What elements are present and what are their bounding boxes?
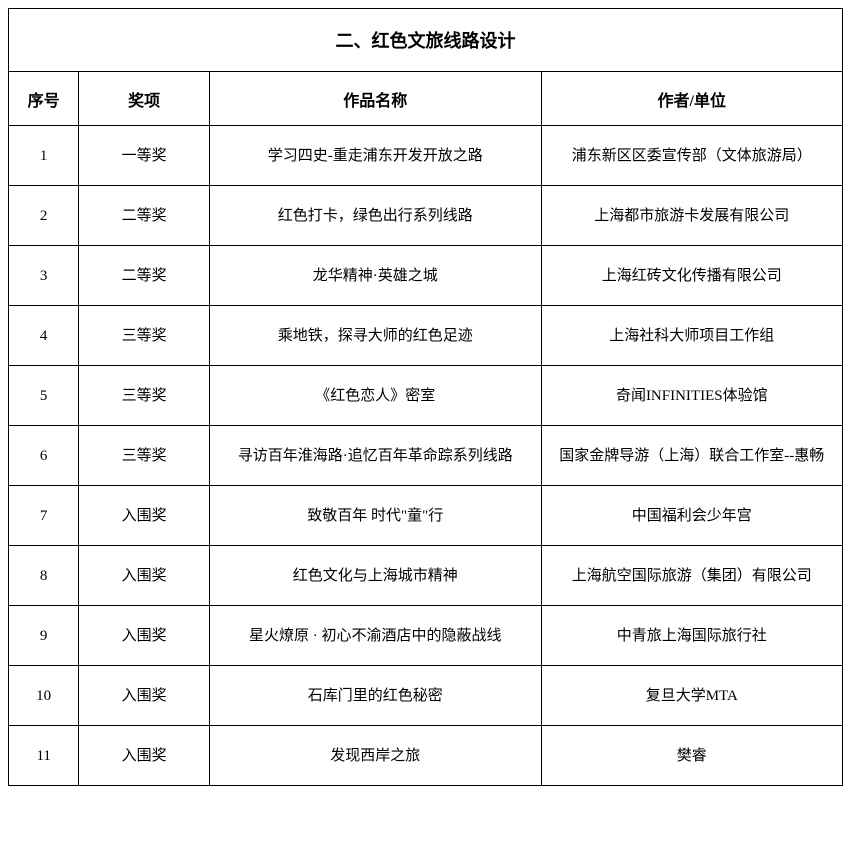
cell-author: 中青旅上海国际旅行社	[541, 606, 842, 666]
cell-award: 入围奖	[79, 666, 210, 726]
cell-author: 浦东新区区委宣传部（文体旅游局）	[541, 126, 842, 186]
cell-author: 中国福利会少年宫	[541, 486, 842, 546]
table-title: 二、红色文旅线路设计	[9, 9, 843, 72]
header-index: 序号	[9, 72, 79, 126]
cell-award: 二等奖	[79, 246, 210, 306]
cell-title: 龙华精神·英雄之城	[209, 246, 541, 306]
table-title-row: 二、红色文旅线路设计	[9, 9, 843, 72]
cell-author: 上海红砖文化传播有限公司	[541, 246, 842, 306]
cell-award: 二等奖	[79, 186, 210, 246]
cell-index: 9	[9, 606, 79, 666]
cell-index: 5	[9, 366, 79, 426]
table-row: 5三等奖《红色恋人》密室奇闻INFINITIES体验馆	[9, 366, 843, 426]
header-title: 作品名称	[209, 72, 541, 126]
cell-author: 复旦大学MTA	[541, 666, 842, 726]
cell-title: 发现西岸之旅	[209, 726, 541, 786]
cell-index: 10	[9, 666, 79, 726]
cell-award: 三等奖	[79, 426, 210, 486]
cell-author: 国家金牌导游（上海）联合工作室--惠畅	[541, 426, 842, 486]
cell-title: 星火燎原 · 初心不渝酒店中的隐蔽战线	[209, 606, 541, 666]
table-row: 7入围奖致敬百年 时代"童"行中国福利会少年宫	[9, 486, 843, 546]
cell-author: 上海航空国际旅游（集团）有限公司	[541, 546, 842, 606]
cell-title: 学习四史-重走浦东开发开放之路	[209, 126, 541, 186]
table-row: 6三等奖寻访百年淮海路·追忆百年革命踪系列线路国家金牌导游（上海）联合工作室--…	[9, 426, 843, 486]
cell-index: 4	[9, 306, 79, 366]
cell-title: 寻访百年淮海路·追忆百年革命踪系列线路	[209, 426, 541, 486]
cell-index: 1	[9, 126, 79, 186]
cell-award: 入围奖	[79, 606, 210, 666]
table-row: 10入围奖石库门里的红色秘密复旦大学MTA	[9, 666, 843, 726]
cell-title: 红色打卡，绿色出行系列线路	[209, 186, 541, 246]
header-author: 作者/单位	[541, 72, 842, 126]
cell-index: 8	[9, 546, 79, 606]
cell-award: 三等奖	[79, 306, 210, 366]
cell-title: 《红色恋人》密室	[209, 366, 541, 426]
award-table: 二、红色文旅线路设计 序号 奖项 作品名称 作者/单位 1一等奖学习四史-重走浦…	[8, 8, 843, 786]
cell-author: 上海都市旅游卡发展有限公司	[541, 186, 842, 246]
table-row: 3二等奖龙华精神·英雄之城上海红砖文化传播有限公司	[9, 246, 843, 306]
table-header-row: 序号 奖项 作品名称 作者/单位	[9, 72, 843, 126]
table-row: 8入围奖红色文化与上海城市精神上海航空国际旅游（集团）有限公司	[9, 546, 843, 606]
cell-title: 红色文化与上海城市精神	[209, 546, 541, 606]
cell-index: 2	[9, 186, 79, 246]
cell-author: 奇闻INFINITIES体验馆	[541, 366, 842, 426]
table-body: 1一等奖学习四史-重走浦东开发开放之路浦东新区区委宣传部（文体旅游局）2二等奖红…	[9, 126, 843, 786]
cell-award: 一等奖	[79, 126, 210, 186]
header-award: 奖项	[79, 72, 210, 126]
cell-award: 三等奖	[79, 366, 210, 426]
table-row: 2二等奖红色打卡，绿色出行系列线路上海都市旅游卡发展有限公司	[9, 186, 843, 246]
cell-index: 7	[9, 486, 79, 546]
cell-title: 致敬百年 时代"童"行	[209, 486, 541, 546]
cell-award: 入围奖	[79, 726, 210, 786]
table-row: 11入围奖发现西岸之旅樊睿	[9, 726, 843, 786]
cell-title: 乘地铁，探寻大师的红色足迹	[209, 306, 541, 366]
cell-index: 6	[9, 426, 79, 486]
table-row: 1一等奖学习四史-重走浦东开发开放之路浦东新区区委宣传部（文体旅游局）	[9, 126, 843, 186]
cell-index: 3	[9, 246, 79, 306]
cell-index: 11	[9, 726, 79, 786]
cell-award: 入围奖	[79, 486, 210, 546]
cell-award: 入围奖	[79, 546, 210, 606]
table-row: 9入围奖星火燎原 · 初心不渝酒店中的隐蔽战线中青旅上海国际旅行社	[9, 606, 843, 666]
table-row: 4三等奖乘地铁，探寻大师的红色足迹上海社科大师项目工作组	[9, 306, 843, 366]
cell-author: 上海社科大师项目工作组	[541, 306, 842, 366]
cell-author: 樊睿	[541, 726, 842, 786]
cell-title: 石库门里的红色秘密	[209, 666, 541, 726]
